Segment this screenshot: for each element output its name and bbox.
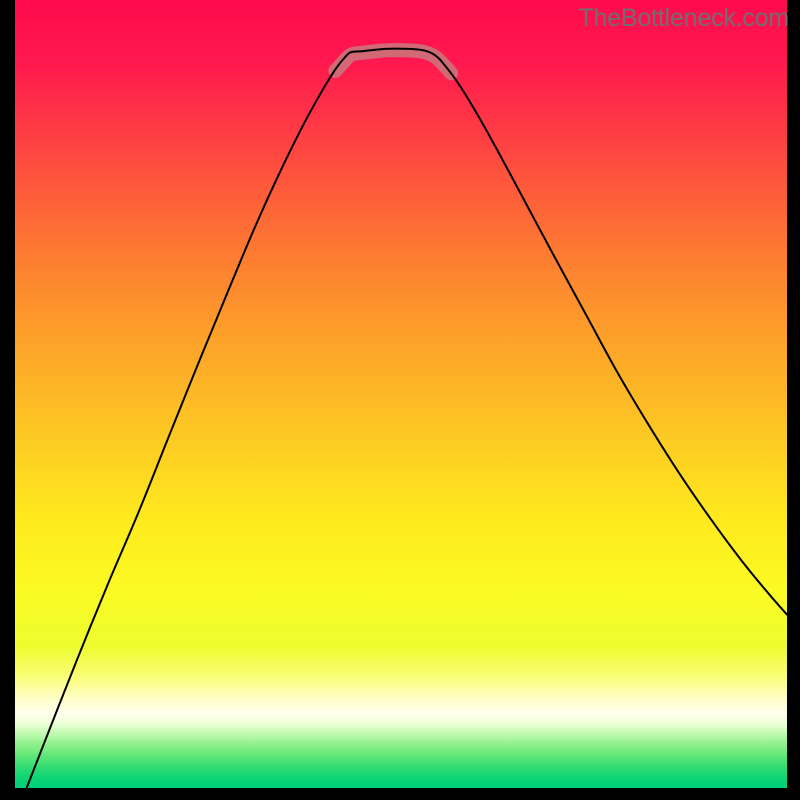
watermark-text: TheBottleneck.com: [578, 4, 789, 33]
chart-plot-area: [15, 0, 787, 788]
bottleneck-curve-chart: TheBottleneck.com: [0, 0, 800, 800]
